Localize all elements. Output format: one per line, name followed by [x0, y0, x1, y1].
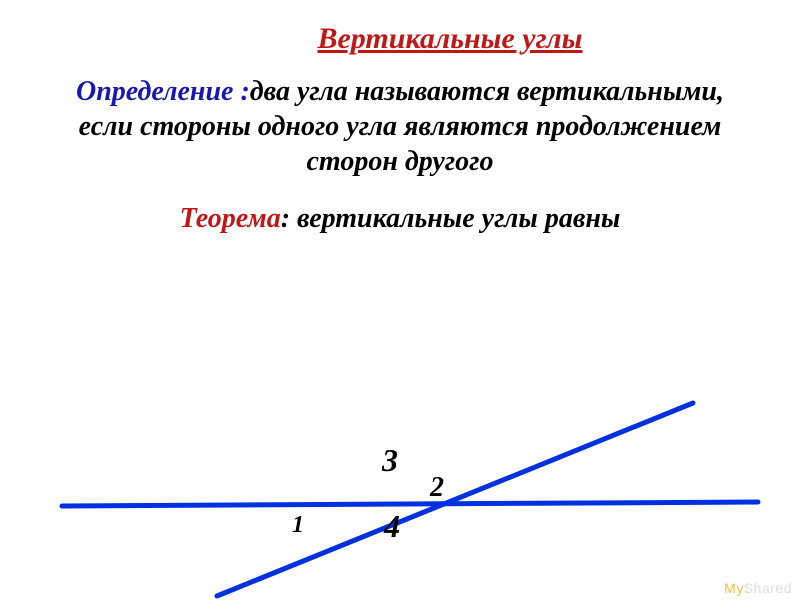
title-text: Вертикальные углы: [317, 22, 582, 55]
watermark-prefix: My: [724, 580, 744, 596]
watermark: MyShared: [724, 580, 792, 596]
diagram-line-2: [217, 403, 693, 596]
theorem-block: Теорема: вертикальные углы равны: [0, 203, 800, 235]
theorem-text: : вертикальные углы равны: [281, 203, 621, 234]
page-title: Вертикальные углы: [0, 0, 800, 56]
angle-label-2: 2: [430, 472, 444, 504]
watermark-suffix: Shared: [744, 580, 792, 596]
definition-block: Определение :два угла называются вертика…: [0, 74, 800, 179]
diagram-svg: [0, 340, 800, 600]
angle-label-1: 1: [292, 512, 304, 539]
theorem-label: Теорема: [180, 203, 281, 234]
angle-label-4: 4: [384, 508, 400, 545]
angle-label-3: 3: [382, 442, 398, 479]
definition-label: Определение :: [76, 76, 250, 107]
diagram-line-1: [62, 502, 758, 506]
vertical-angles-diagram: 1 2 3 4: [0, 340, 800, 600]
